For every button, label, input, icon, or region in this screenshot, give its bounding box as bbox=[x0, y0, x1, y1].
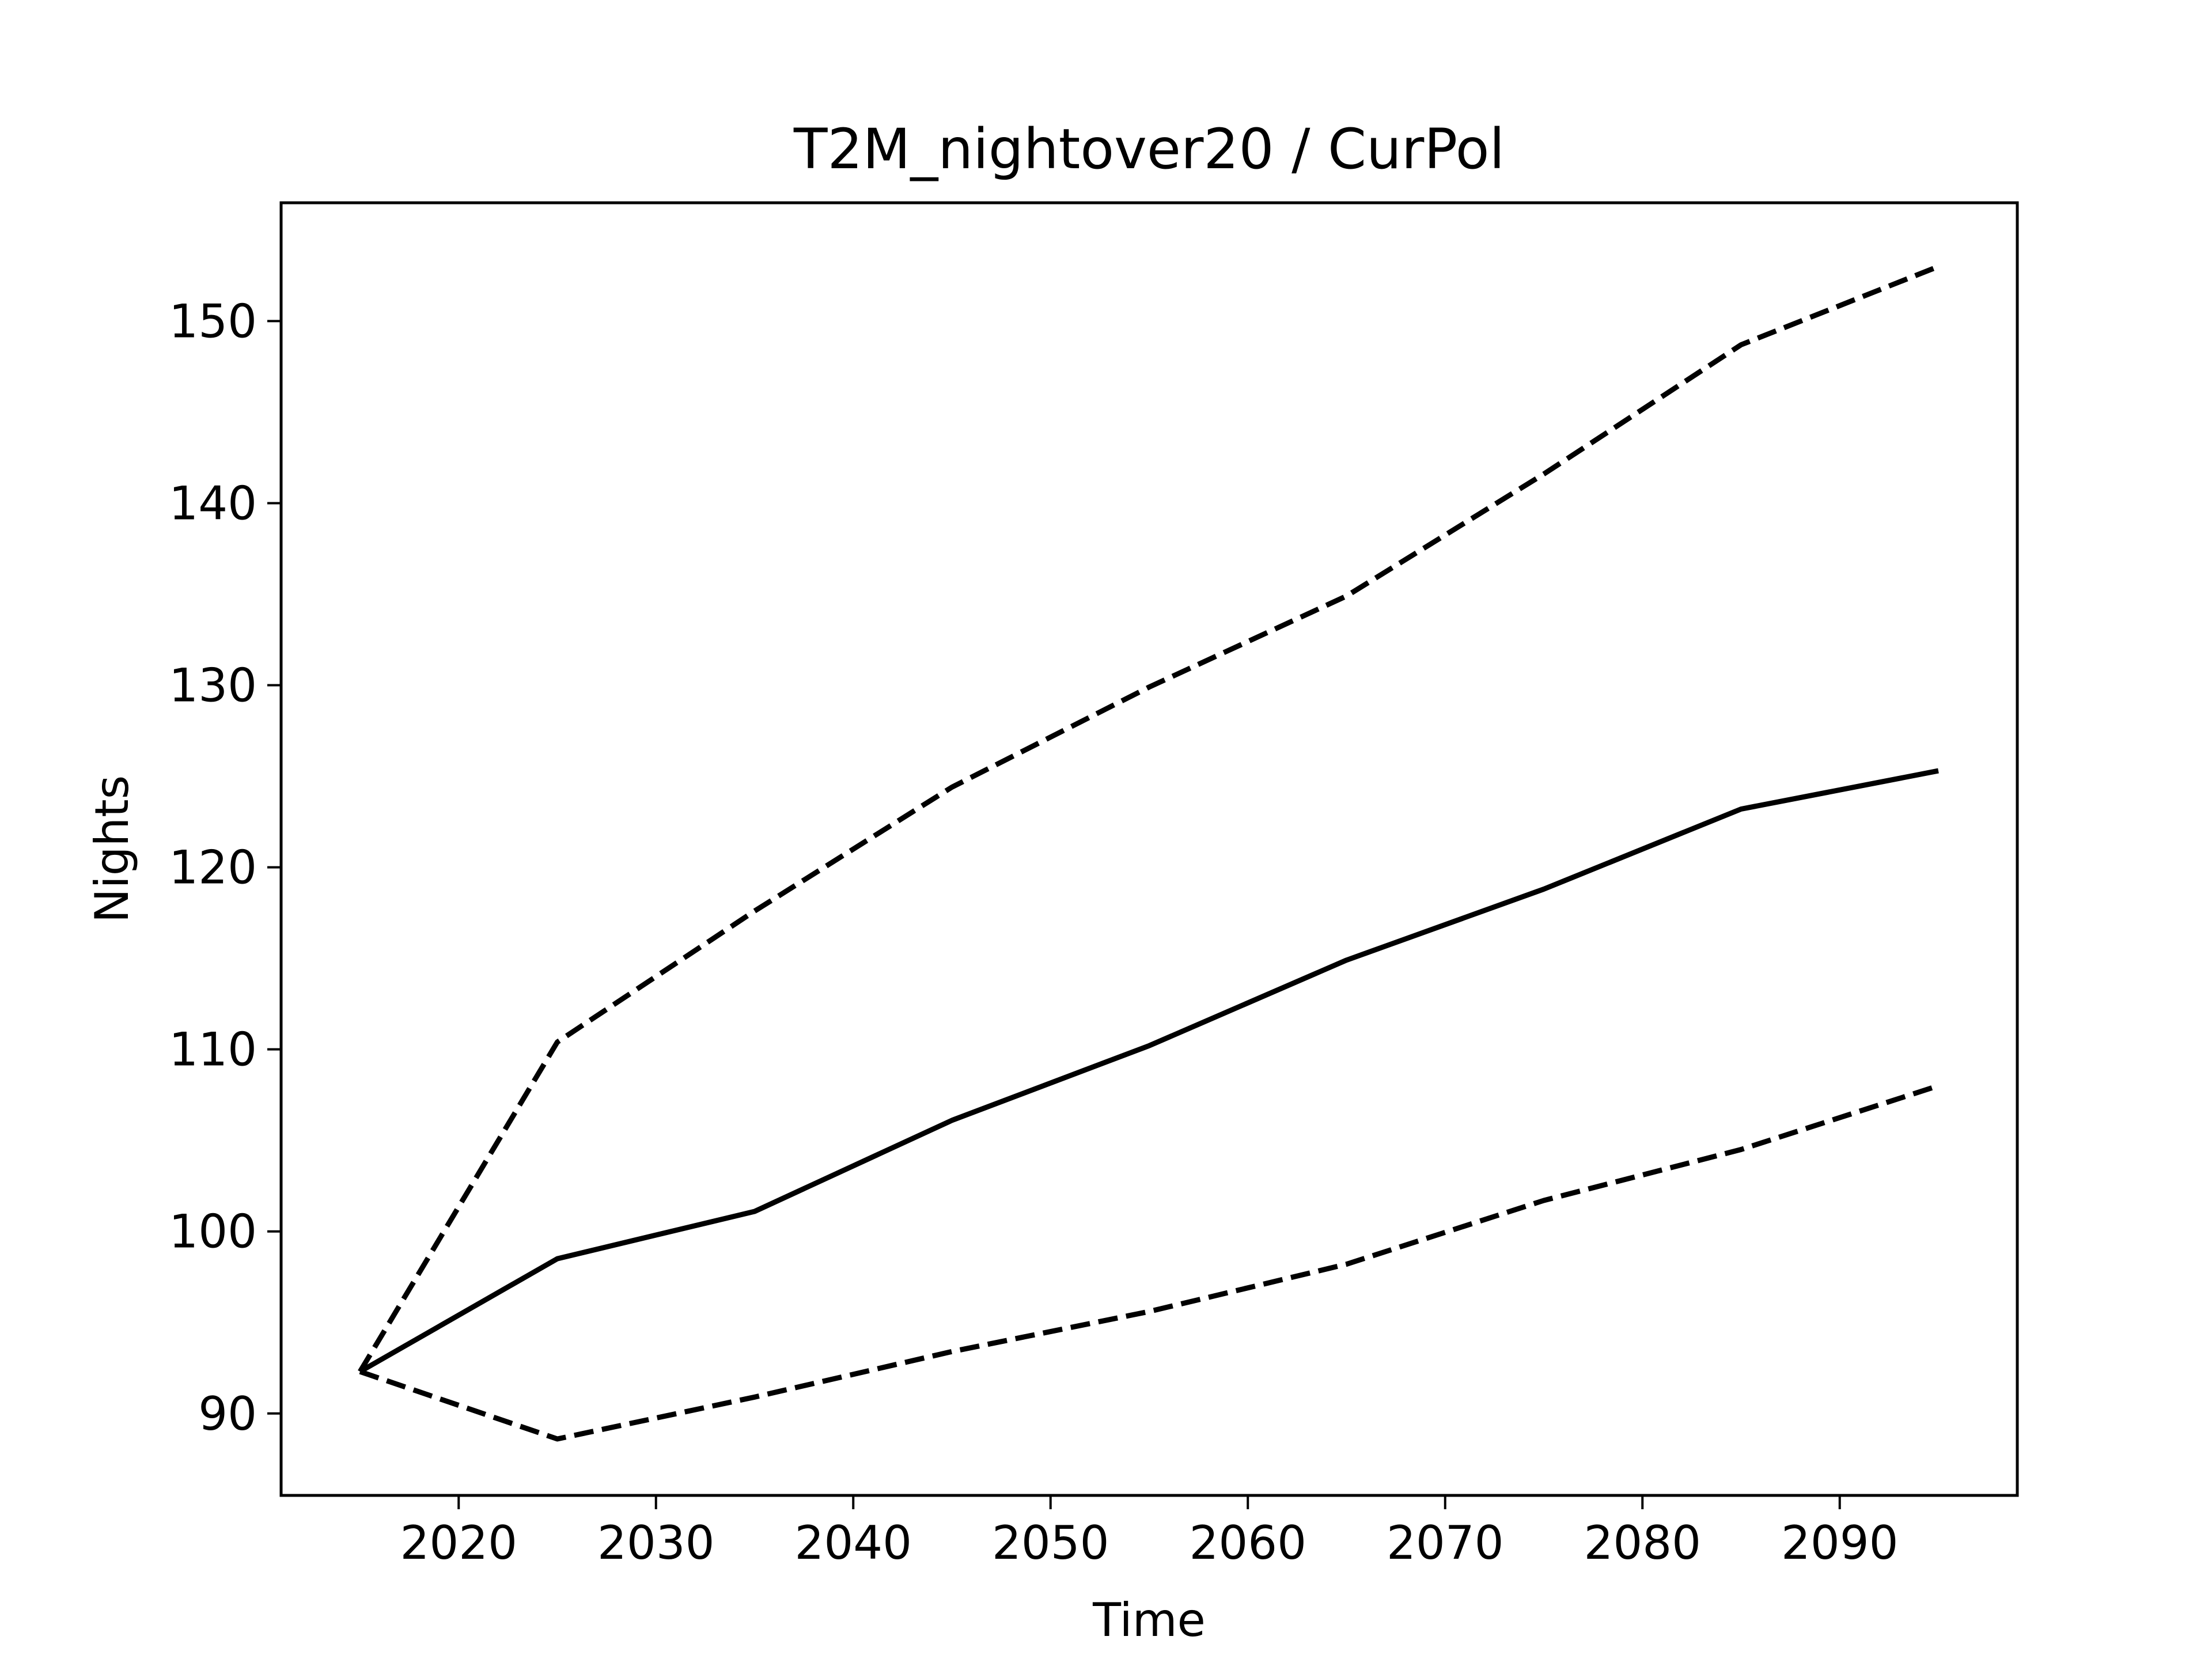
x-tick-label: 2040 bbox=[794, 1516, 912, 1570]
series-median-line bbox=[358, 768, 1939, 1374]
x-tick-label: 2050 bbox=[992, 1516, 1109, 1570]
series-layer bbox=[358, 264, 1940, 1442]
x-axis-label: Time bbox=[1092, 1593, 1206, 1647]
y-tick-label: 110 bbox=[169, 1023, 257, 1077]
x-tick-label: 2080 bbox=[1584, 1516, 1701, 1570]
y-tick-label: 100 bbox=[169, 1205, 257, 1259]
x-tick-label: 2030 bbox=[597, 1516, 715, 1570]
y-axis: 90 100 110 120 130 140 150 bbox=[169, 294, 281, 1441]
chart-title: T2M_nightover20 / CurPol bbox=[793, 117, 1505, 181]
y-tick-label: 150 bbox=[169, 294, 257, 348]
y-tick-label: 120 bbox=[169, 841, 257, 895]
x-tick-label: 2020 bbox=[400, 1516, 517, 1570]
y-tick-label: 130 bbox=[169, 659, 257, 713]
series-lower-dashed-line bbox=[359, 1083, 1940, 1442]
x-tick-label: 2070 bbox=[1387, 1516, 1504, 1570]
series-upper-dashed-line bbox=[358, 264, 1940, 1373]
y-tick-label: 140 bbox=[169, 476, 257, 530]
x-axis: 2020 2030 2040 2050 2060 2070 2080 2090 bbox=[400, 1495, 1899, 1570]
x-tick-label: 2090 bbox=[1781, 1516, 1899, 1570]
plot-frame bbox=[279, 201, 2019, 1497]
x-tick-label: 2060 bbox=[1189, 1516, 1306, 1570]
y-axis-label: Nights bbox=[85, 775, 139, 923]
y-tick-label: 90 bbox=[198, 1387, 257, 1441]
